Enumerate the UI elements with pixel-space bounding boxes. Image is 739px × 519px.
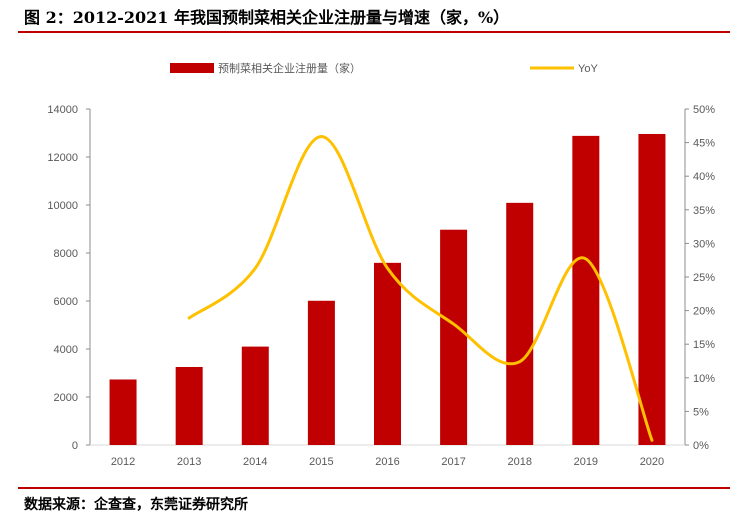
right-tick-label: 35% <box>693 205 715 217</box>
source-note: 数据来源：企查查，东莞证券研究所 <box>24 497 248 513</box>
left-tick-label: 10000 <box>47 200 78 212</box>
right-tick-label: 45% <box>693 138 715 150</box>
right-tick-label: 15% <box>693 339 715 351</box>
right-tick-label: 5% <box>693 406 709 418</box>
x-tick-label: 2017 <box>441 456 465 468</box>
bar-2017 <box>440 229 468 445</box>
left-tick-label: 12000 <box>47 152 78 164</box>
right-tick-label: 10% <box>693 373 715 385</box>
right-tick-label: 0% <box>693 440 709 452</box>
x-tick-label: 2012 <box>111 456 135 468</box>
right-tick-label: 30% <box>693 238 715 250</box>
left-tick-label: 4000 <box>54 344 78 356</box>
bottom-divider <box>18 487 730 489</box>
x-tick-label: 2014 <box>243 456 267 468</box>
legend-line-label: YoY <box>578 63 598 75</box>
legend-bar-label: 预制菜相关企业注册量（家） <box>218 61 361 75</box>
x-tick-label: 2018 <box>507 456 531 468</box>
bar-2013 <box>175 367 203 445</box>
legend-bar-swatch <box>170 63 214 73</box>
x-tick-label: 2020 <box>640 456 664 468</box>
x-tick-label: 2019 <box>574 456 598 468</box>
x-tick-label: 2013 <box>177 456 201 468</box>
left-tick-label: 2000 <box>54 392 78 404</box>
bar-2018 <box>506 202 534 445</box>
left-tick-label: 14000 <box>47 104 78 116</box>
chart-title: 图 2：2012-2021 年我国预制菜相关企业注册量与增速（家，%） <box>24 8 510 27</box>
bar-2019 <box>572 135 600 445</box>
left-tick-label: 6000 <box>54 296 78 308</box>
bar-2012 <box>109 379 137 445</box>
bar-2015 <box>307 300 335 445</box>
right-tick-label: 20% <box>693 306 715 318</box>
bar-2016 <box>374 262 401 445</box>
right-tick-label: 25% <box>693 272 715 284</box>
x-tick-label: 2015 <box>309 456 333 468</box>
bar-2014 <box>241 346 269 445</box>
right-tick-label: 50% <box>693 104 715 116</box>
left-tick-label: 0 <box>72 440 78 452</box>
x-tick-label: 2016 <box>375 456 399 468</box>
right-tick-label: 40% <box>693 171 715 183</box>
top-divider <box>18 31 730 33</box>
bar-2020 <box>638 133 666 445</box>
left-tick-label: 8000 <box>54 248 78 260</box>
